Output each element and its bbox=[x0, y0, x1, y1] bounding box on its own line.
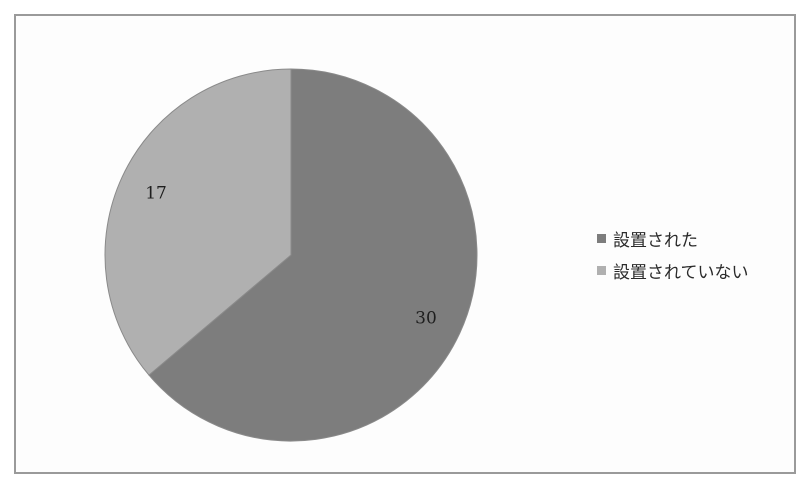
pie-slice-not-installed bbox=[104, 68, 292, 376]
chart-legend: 設置された 設置されていない bbox=[597, 222, 749, 286]
legend-swatch-installed bbox=[597, 233, 606, 243]
legend-label-installed: 設置された bbox=[613, 230, 698, 251]
pie-slice-installed bbox=[148, 68, 478, 442]
legend-item-installed: 設置された bbox=[597, 222, 749, 254]
data-label-installed: 30 bbox=[415, 309, 437, 329]
legend-swatch-not-installed bbox=[597, 265, 606, 275]
legend-label-not-installed: 設置されていない bbox=[613, 262, 749, 283]
legend-item-not-installed: 設置されていない bbox=[597, 254, 749, 286]
data-label-not-installed: 17 bbox=[145, 183, 167, 203]
